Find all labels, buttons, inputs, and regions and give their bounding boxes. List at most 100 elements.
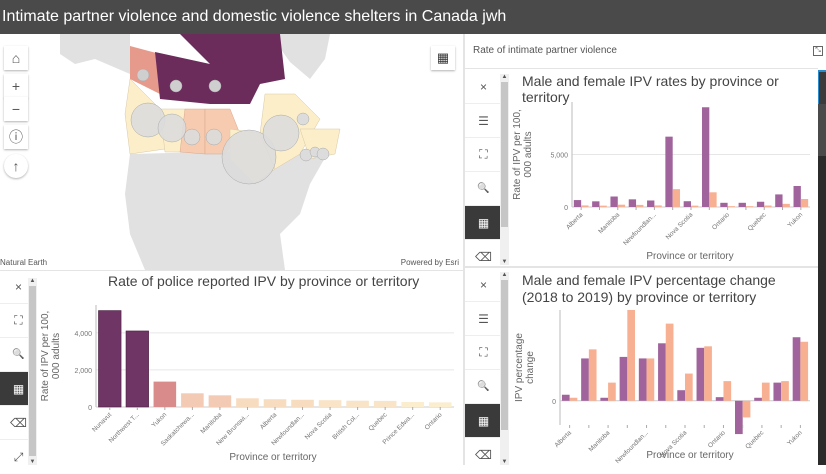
bar-female[interactable] bbox=[619, 356, 628, 401]
bar-male[interactable] bbox=[569, 397, 578, 401]
bar-female[interactable] bbox=[638, 358, 647, 401]
expand-icon[interactable]: ⤡ bbox=[813, 46, 823, 56]
bar-value[interactable] bbox=[153, 381, 177, 407]
bar-male[interactable] bbox=[617, 204, 626, 207]
bar-value[interactable] bbox=[181, 393, 204, 407]
bar-female[interactable] bbox=[592, 201, 600, 207]
bar-female[interactable] bbox=[715, 397, 724, 401]
bar-male[interactable] bbox=[691, 205, 699, 207]
map-canvas[interactable] bbox=[0, 34, 463, 270]
bar-female[interactable] bbox=[683, 201, 691, 207]
strip-tab[interactable] bbox=[818, 104, 826, 156]
scroll-up-arrow[interactable]: ▲ bbox=[29, 278, 36, 284]
bar-male[interactable] bbox=[781, 381, 789, 401]
bar-female[interactable] bbox=[677, 390, 685, 401]
bar-male[interactable] bbox=[665, 323, 674, 401]
fullscreen-button[interactable]: ⤢ bbox=[0, 440, 37, 474]
scroll-thumb[interactable] bbox=[501, 82, 508, 227]
scroll-thumb[interactable] bbox=[501, 280, 508, 430]
bar-female[interactable] bbox=[701, 107, 710, 207]
layer-button[interactable]: ▦ bbox=[465, 206, 502, 240]
bar-male[interactable] bbox=[672, 189, 681, 207]
bar-male[interactable] bbox=[646, 358, 655, 401]
scroll-down-arrow[interactable]: ▼ bbox=[29, 459, 36, 465]
bar-female[interactable] bbox=[756, 201, 765, 207]
bar-male[interactable] bbox=[723, 381, 732, 401]
bar-value[interactable] bbox=[428, 402, 452, 407]
esri-attribution[interactable]: Powered by Esri bbox=[400, 258, 459, 267]
bar-female[interactable] bbox=[735, 400, 743, 435]
bar-female[interactable] bbox=[561, 394, 570, 401]
bar-male[interactable] bbox=[800, 199, 809, 207]
scroll-down-arrow[interactable]: ▼ bbox=[501, 459, 508, 465]
search-button[interactable]: 🔍 bbox=[465, 370, 502, 404]
right-top-scrollbar[interactable]: ▲ ▼ bbox=[500, 74, 509, 265]
bar-female[interactable] bbox=[773, 382, 782, 401]
bar-male[interactable] bbox=[654, 205, 662, 207]
bar-value[interactable] bbox=[125, 330, 149, 408]
selection-button[interactable]: ⛶ bbox=[465, 336, 502, 370]
bar-value[interactable] bbox=[208, 395, 232, 407]
zoom-in-button[interactable]: + bbox=[4, 74, 28, 98]
scroll-thumb[interactable] bbox=[29, 286, 36, 456]
bar-value[interactable] bbox=[346, 400, 369, 407]
bar-female[interactable] bbox=[647, 200, 655, 207]
bar-female[interactable] bbox=[600, 397, 609, 401]
legend-list-button[interactable]: ☰ bbox=[465, 302, 502, 336]
bar-male[interactable] bbox=[761, 382, 770, 401]
bar-female[interactable] bbox=[793, 186, 801, 207]
strip-active-tab[interactable] bbox=[818, 70, 826, 104]
bar-male[interactable] bbox=[800, 341, 809, 401]
compass-button[interactable]: ↑ bbox=[4, 154, 28, 178]
bar-male[interactable] bbox=[588, 349, 597, 401]
legend-list-button[interactable]: ☰ bbox=[465, 104, 502, 138]
bar-female[interactable] bbox=[754, 397, 762, 401]
bar-female[interactable] bbox=[775, 194, 783, 207]
scroll-up-arrow[interactable]: ▲ bbox=[501, 74, 508, 80]
chart-rates[interactable]: 0 5,000 Alberta Manitoba Newfoundlan... Nova … bbox=[510, 92, 816, 265]
bar-male[interactable] bbox=[709, 192, 717, 207]
eraser-button[interactable]: ⌫ bbox=[465, 438, 502, 472]
left-scrollbar[interactable]: ▲ ▼ bbox=[28, 278, 37, 465]
bar-female[interactable] bbox=[720, 202, 728, 207]
right-bottom-scrollbar[interactable]: ▲ ▼ bbox=[500, 272, 509, 465]
close-button[interactable]: × bbox=[465, 268, 502, 302]
bar-male[interactable] bbox=[581, 205, 589, 207]
info-button[interactable]: ⓘ bbox=[4, 125, 28, 149]
bar-value[interactable] bbox=[318, 400, 342, 407]
bar-male[interactable] bbox=[608, 382, 616, 401]
selection-button[interactable]: ⛶ bbox=[465, 138, 502, 172]
bar-male[interactable] bbox=[727, 206, 735, 207]
eraser-button[interactable]: ⌫ bbox=[0, 406, 37, 440]
bar-value[interactable] bbox=[263, 399, 287, 407]
scroll-up-arrow[interactable]: ▲ bbox=[501, 272, 508, 278]
bar-value[interactable] bbox=[236, 398, 259, 407]
map-view[interactable]: ⌂ + − ⓘ ↑ ▦ Natural Earth Powered by Esr… bbox=[0, 34, 463, 270]
legend-button[interactable]: ▦ bbox=[431, 46, 455, 70]
bar-female[interactable] bbox=[573, 200, 582, 207]
bar-male[interactable] bbox=[704, 346, 712, 401]
bar-male[interactable] bbox=[764, 205, 772, 207]
close-button[interactable]: × bbox=[465, 70, 502, 104]
scroll-down-arrow[interactable]: ▼ bbox=[501, 259, 508, 265]
home-button[interactable]: ⌂ bbox=[4, 46, 28, 70]
bar-female[interactable] bbox=[658, 343, 666, 401]
search-button[interactable]: 🔍 bbox=[0, 338, 37, 372]
bar-value[interactable] bbox=[291, 399, 314, 407]
bar-male[interactable] bbox=[782, 203, 790, 207]
bar-value[interactable] bbox=[98, 310, 122, 408]
bar-female[interactable] bbox=[738, 202, 746, 207]
bar-male[interactable] bbox=[745, 206, 754, 207]
selection-button[interactable]: ⛶ bbox=[0, 304, 37, 338]
layer-button[interactable]: ▦ bbox=[465, 404, 502, 438]
search-button[interactable]: 🔍 bbox=[465, 172, 502, 206]
bar-female[interactable] bbox=[696, 347, 705, 401]
bar-female[interactable] bbox=[665, 136, 673, 207]
bar-value[interactable] bbox=[373, 400, 397, 407]
close-button[interactable]: × bbox=[0, 270, 37, 304]
eraser-button[interactable]: ⌫ bbox=[465, 240, 502, 274]
bar-male[interactable] bbox=[742, 400, 751, 418]
side-panel-strip[interactable] bbox=[818, 70, 826, 465]
